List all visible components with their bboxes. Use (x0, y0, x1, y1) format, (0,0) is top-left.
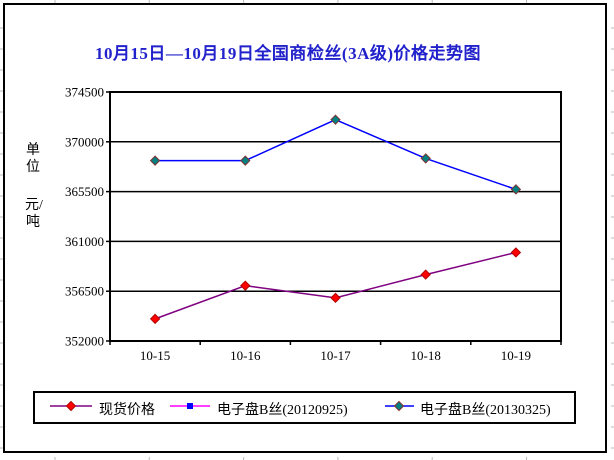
chart-title: 10月15日—10月19日全国商检丝(3A级)价格走势图 (94, 44, 482, 63)
series-2-marker (330, 114, 341, 125)
series-0-marker (330, 292, 341, 304)
series-2-marker (149, 155, 161, 166)
series-2-marker (240, 155, 251, 166)
y-axis-unit-label: 元/吨 (25, 198, 43, 230)
y-tick-label: 365500 (65, 184, 104, 199)
legend-label-b-si-20130325: 电子盘B丝(20130325) (420, 403, 551, 418)
plot-border (109, 91, 562, 342)
x-tick-label: 10-18 (411, 348, 441, 363)
series-line-0 (154, 251, 517, 320)
legend-label-spot-price: 现货价格 (99, 403, 155, 418)
y-axis-unit-label: 单位 (26, 143, 40, 175)
series-2-marker (510, 184, 522, 195)
chart-border (3, 3, 607, 453)
series-line-2 (155, 118, 517, 191)
series-0-marker (240, 280, 251, 291)
legend-label-b-si-20120925: 电子盘B丝(20120925) (217, 403, 348, 418)
legend-marker-0 (65, 400, 77, 412)
series-2-marker (420, 153, 431, 164)
x-tick-label: 10-16 (230, 348, 261, 363)
series-0-marker (510, 247, 522, 258)
y-tick-label: 374500 (65, 85, 104, 100)
legend-swatches (50, 400, 414, 412)
x-tick-label: 10-17 (320, 348, 351, 363)
x-tick-label: 10-19 (501, 348, 531, 363)
series-0-marker (420, 269, 431, 280)
y-tick-label: 370000 (65, 134, 104, 149)
legend-marker-1 (187, 403, 193, 409)
y-tick-label: 356500 (65, 284, 104, 299)
legend: 现货价格 电子盘B丝(20120925) 电子盘B丝(20130325) (33, 391, 576, 424)
x-tick-label: 10-15 (140, 348, 170, 363)
y-tick-label: 361000 (65, 234, 104, 249)
y-tick-label: 352000 (65, 334, 104, 349)
legend-marker-2 (393, 400, 405, 412)
series-0-marker (149, 313, 161, 325)
